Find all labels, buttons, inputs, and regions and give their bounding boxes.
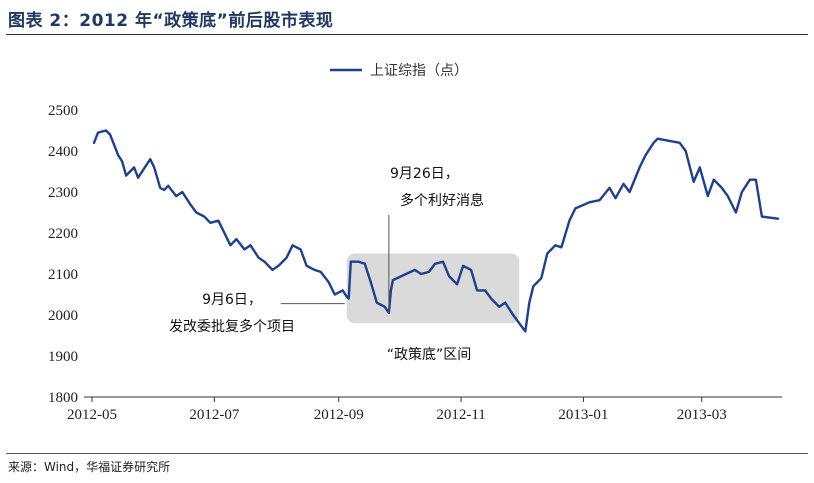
title-divider [6, 34, 808, 35]
y-tick-label: 2500 [48, 103, 78, 119]
x-tick-label: 2013-03 [677, 407, 727, 423]
x-tick-label: 2012-05 [67, 407, 117, 423]
highlight-label: “政策底”区间 [387, 346, 472, 363]
y-tick-label: 1900 [48, 349, 78, 365]
y-tick-label: 2100 [48, 267, 78, 283]
annotation-layer: 9月6日， 发改委批复多个项目 9月26日， 多个利好消息 [169, 166, 484, 335]
annotation-sep26-line-0: 9月26日， [390, 166, 459, 182]
y-tick-label: 2200 [48, 226, 78, 242]
x-tick-label: 2012-09 [314, 407, 364, 423]
y-tick-label: 2400 [48, 144, 78, 160]
figure-title: 图表 2：2012 年“政策底”前后股市表现 [8, 11, 334, 31]
legend: 上证综指（点） [330, 63, 468, 79]
y-tick-label: 1800 [48, 390, 78, 406]
annotation-sep26-line-1: 多个利好消息 [400, 192, 484, 209]
y-tick-label: 2300 [48, 185, 78, 201]
annotation-sep6-line-1: 发改委批复多个项目 [169, 318, 295, 335]
x-tick-label: 2012-11 [436, 407, 485, 423]
x-tick-label: 2013-01 [558, 407, 608, 423]
series-layer [92, 129, 780, 333]
y-tick-label: 2000 [48, 308, 78, 324]
axis-layer: 1800 1900 2000 2100 2200 2300 2400 2500 2012-05 2… [48, 103, 782, 423]
legend-label: 上证综指（点） [370, 63, 468, 79]
series-line-0 [92, 129, 780, 333]
source-note: 来源：Wind，华福证券研究所 [8, 460, 171, 474]
highlight-layer: “政策底”区间 [346, 253, 520, 363]
annotation-sep6-line-0: 9月6日， [202, 292, 262, 308]
source-divider [6, 453, 808, 454]
x-tick-label: 2012-07 [189, 407, 239, 423]
